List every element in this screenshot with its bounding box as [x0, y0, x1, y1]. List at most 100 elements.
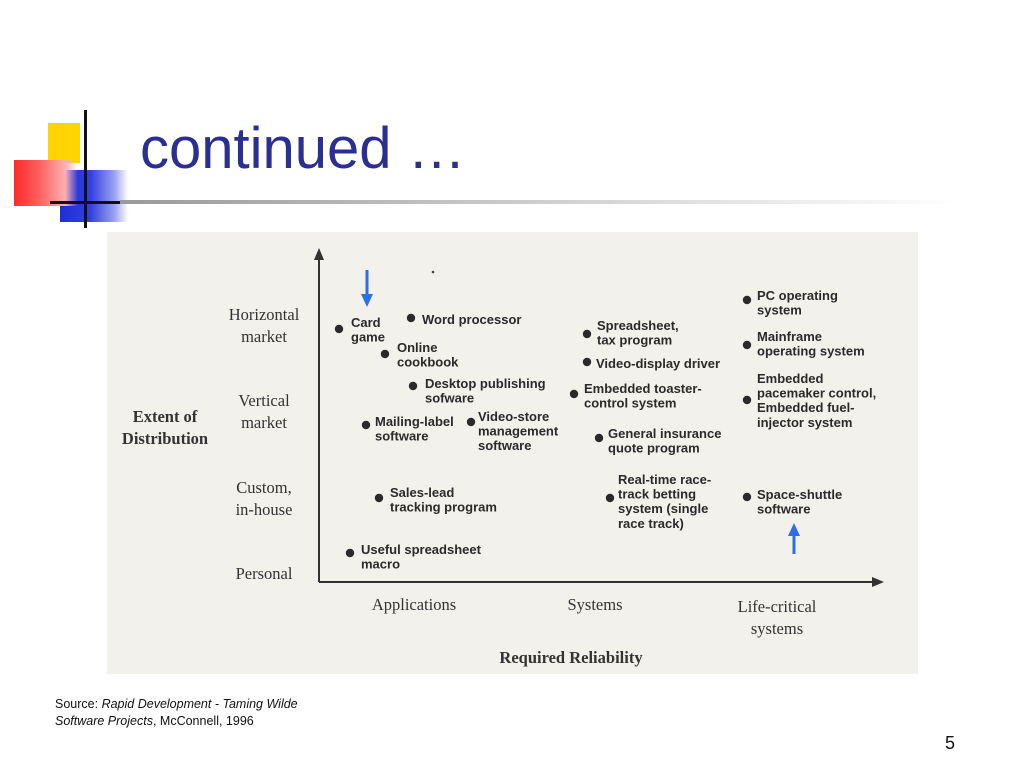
item-label: Mailing-label [375, 414, 454, 429]
x-axis-arrowhead [872, 577, 884, 587]
y-axis-label-line2: Distribution [122, 429, 208, 448]
page-number: 5 [945, 733, 956, 753]
card-game-arrow-icon [361, 270, 373, 307]
item-bullet [594, 433, 604, 443]
item-bullet [742, 340, 752, 350]
item-label: Embedded toaster- [584, 381, 702, 396]
item-label: track betting [618, 487, 696, 502]
item-label: software [375, 429, 428, 444]
source-rest: , McConnell, 1996 [152, 714, 254, 728]
reliability-distribution-figure: Extent of Distribution Required Reliabil… [107, 232, 918, 674]
item-label: Card [351, 315, 381, 330]
item-label: tax program [597, 333, 672, 348]
item-bullet [380, 349, 390, 359]
y-category-labels: Horizontal market Vertical market Custom, in-… [229, 305, 300, 583]
item-bullet [582, 329, 592, 339]
y-category-label: Horizontal [229, 305, 300, 324]
x-category-label-line2: systems [751, 619, 803, 638]
y-axis-label: Extent of [133, 407, 198, 426]
item-bullet [569, 389, 579, 399]
item-label: management [478, 424, 559, 439]
item-label: operating system [757, 344, 865, 359]
item-label: Video-store [478, 409, 549, 424]
item-label: injector system [757, 415, 852, 430]
software-item: Video-display driver [582, 356, 720, 371]
item-label: race track) [618, 516, 684, 531]
item-bullet [408, 381, 418, 391]
decor-horizontal-line [50, 201, 120, 204]
y-axis-arrowhead [314, 248, 324, 260]
source-prefix: Source: [55, 697, 99, 711]
item-label: Space-shuttle [757, 487, 842, 502]
item-bullet [361, 420, 371, 430]
scan-speck [431, 270, 435, 274]
decor-vertical-line [84, 110, 87, 228]
item-label: Online [397, 340, 437, 355]
decor-yellow-square [48, 123, 80, 163]
item-label: Sales-lead [390, 485, 454, 500]
space-shuttle-arrow-icon [788, 523, 800, 554]
y-category-label: Personal [236, 564, 293, 583]
item-label: Real-time race- [618, 472, 711, 487]
x-category-label: Life-critical [738, 597, 817, 616]
item-bullet [742, 395, 752, 405]
software-item: Embedded toaster-control system [569, 381, 702, 411]
y-category-label-line2: market [241, 327, 287, 346]
item-label: control system [584, 396, 676, 411]
item-label: software [478, 438, 531, 453]
item-label: software [757, 502, 810, 517]
title-underline [120, 200, 960, 204]
source-book-title-line2: Software Projects [55, 714, 153, 728]
item-bullet [374, 493, 384, 503]
item-label: game [351, 330, 385, 345]
item-label: system (single [618, 501, 708, 516]
item-label: pacemaker control, [757, 386, 876, 401]
slide-title: continued … [140, 116, 466, 181]
item-label: Spreadsheet, [597, 318, 679, 333]
item-label: Word processor [422, 312, 521, 327]
item-label: Useful spreadsheet [361, 542, 482, 557]
figure-canvas: Extent of Distribution Required Reliabil… [122, 248, 884, 667]
item-label: Desktop publishing [425, 376, 546, 391]
item-label: General insurance [608, 426, 721, 441]
item-label: cookbook [397, 355, 459, 370]
item-label: macro [361, 557, 400, 572]
source-citation: Source: Rapid Development - Taming Wilde… [55, 696, 355, 730]
item-label: system [757, 303, 802, 318]
software-item: Spreadsheet,tax program [582, 318, 679, 348]
item-label: Embedded fuel- [757, 400, 855, 415]
y-category-label: Custom, [236, 478, 291, 497]
item-bullet [345, 548, 355, 558]
item-label: quote program [608, 441, 700, 456]
item-bullet [742, 492, 752, 502]
x-axis-label: Required Reliability [499, 648, 643, 667]
decor-red-square [14, 160, 78, 206]
item-bullet [742, 295, 752, 305]
item-label: tracking program [390, 500, 497, 515]
source-book-title-line1: Rapid Development - Taming Wilde [101, 697, 298, 711]
item-bullet [406, 313, 416, 323]
y-category-label-line2: market [241, 413, 287, 432]
item-label: sofware [425, 391, 474, 406]
item-label: Video-display driver [596, 356, 720, 371]
item-bullet [466, 417, 476, 427]
software-item: Word processor [406, 312, 521, 327]
x-category-label: Applications [372, 595, 456, 614]
item-label: PC operating [757, 288, 838, 303]
item-bullet [334, 324, 344, 334]
item-bullet [582, 357, 592, 367]
